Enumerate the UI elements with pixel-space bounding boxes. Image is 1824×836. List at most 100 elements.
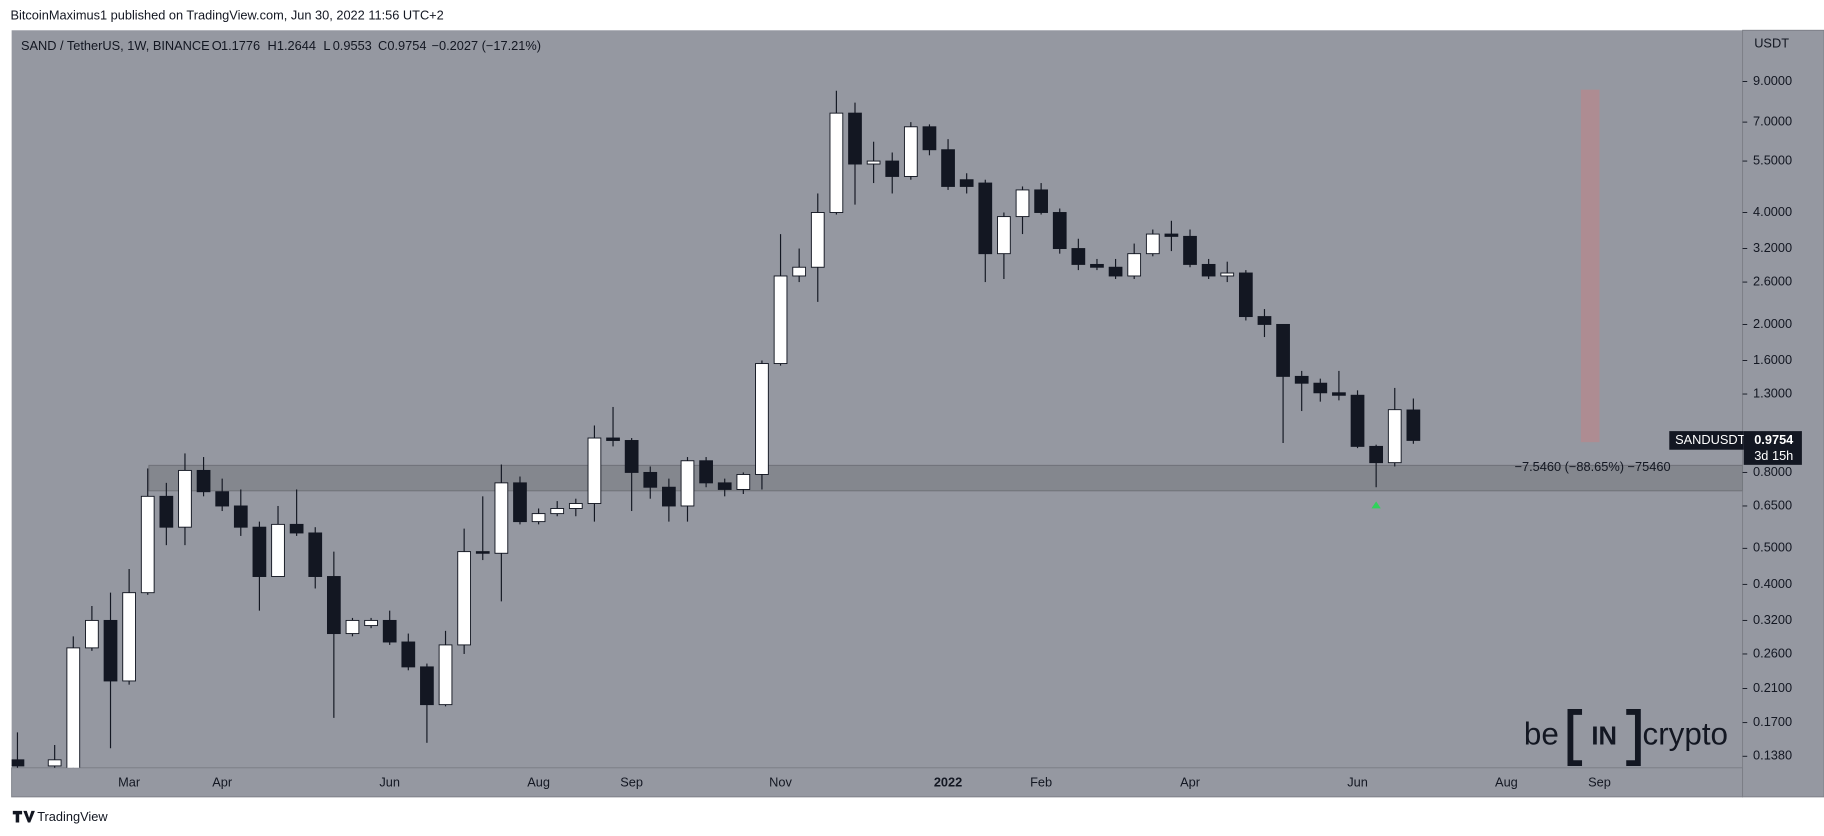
x-tick-label: Jun	[1347, 774, 1368, 789]
candle-body	[531, 513, 546, 523]
candle-body	[1164, 233, 1179, 237]
y-tick-label: 5.5000	[1753, 152, 1792, 167]
x-tick-label: Feb	[1030, 774, 1052, 789]
x-tick-label: 2022	[934, 774, 962, 789]
x-tick-label: Jun	[379, 774, 400, 789]
candle-body	[85, 619, 99, 649]
candle-body	[1183, 235, 1197, 265]
candle-body	[196, 469, 211, 493]
candle-body	[345, 619, 360, 635]
candle-body	[717, 482, 732, 490]
plot-area	[11, 30, 1743, 768]
watermark-in: IN	[1591, 722, 1617, 750]
candle-body	[1052, 212, 1067, 250]
footer-logo	[12, 810, 35, 823]
watermark-be: be	[1524, 717, 1559, 752]
ohlc-value: 0.9553	[333, 38, 372, 53]
y-tick-label: 9.0000	[1753, 73, 1792, 88]
ohlc-letter: H	[268, 38, 277, 53]
candle-body	[271, 523, 285, 577]
candle-body	[922, 126, 937, 151]
y-axis-strip	[1742, 29, 1824, 798]
ohlc-value: 1.2644	[277, 38, 316, 53]
candle-body	[848, 112, 862, 165]
candle-body	[941, 149, 955, 187]
y-tick-label: 1.6000	[1753, 352, 1792, 367]
candle-body	[457, 551, 472, 646]
y-tick-label: 2.0000	[1753, 316, 1792, 331]
measure-label: −7.5460 (−88.65%) −75460	[1515, 459, 1671, 474]
candle-body	[420, 666, 434, 706]
ohlc-letter: L	[323, 38, 330, 53]
measure-range	[1580, 89, 1600, 443]
candle-body	[1276, 323, 1290, 377]
candle-body	[364, 619, 378, 627]
candle-body	[606, 437, 620, 441]
candle-body	[178, 469, 192, 528]
candle-body	[568, 503, 583, 509]
candle-body	[829, 112, 844, 213]
candle-body	[810, 212, 825, 268]
candle-body	[1350, 394, 1365, 447]
candle-body	[47, 759, 62, 767]
candle-body	[1369, 445, 1384, 464]
x-tick-label: Mar	[118, 774, 141, 789]
candle-body	[122, 592, 136, 682]
candle-body	[550, 508, 565, 515]
candle-body	[326, 576, 341, 635]
candle-body	[1238, 272, 1253, 318]
chart-title: SAND / TetherUS, 1W, BINANCE	[21, 38, 210, 53]
y-tick-label: 0.8000	[1753, 464, 1792, 479]
candle-body	[308, 532, 323, 577]
y-tick-label: 3.2000	[1753, 240, 1792, 255]
candle-body	[1034, 189, 1048, 213]
x-axis-strip	[11, 767, 1744, 798]
candle-body	[643, 471, 658, 488]
candle-body	[1406, 409, 1421, 441]
candle-body	[494, 482, 509, 554]
candle-body	[140, 495, 155, 594]
axis-unit: USDT	[1754, 36, 1789, 51]
candle-body	[736, 474, 751, 490]
candle-body	[11, 759, 25, 767]
candle-body	[1201, 263, 1216, 277]
x-tick-label: Nov	[769, 774, 792, 789]
candle-body	[903, 126, 918, 177]
x-tick-label: Sep	[1588, 774, 1611, 789]
publisher-line: BitcoinMaximus1 published on TradingView…	[10, 8, 443, 23]
x-tick-label: Apr	[1180, 774, 1201, 789]
y-tick-label: 7.0000	[1753, 113, 1792, 128]
candle-body	[215, 491, 230, 507]
watermark: be IN crypto	[1524, 709, 1728, 767]
candle-body	[1294, 375, 1309, 384]
x-tick-label: Aug	[1495, 774, 1518, 789]
y-tick-label: 0.1380	[1753, 748, 1792, 763]
ohlc-change: −0.2027 (−17.21%)	[432, 38, 541, 53]
candle-body	[66, 647, 81, 768]
y-tick-label: 0.4000	[1753, 576, 1792, 591]
ohlc-letter: C	[378, 38, 387, 53]
candle-body	[587, 437, 602, 504]
candle-body	[662, 486, 676, 507]
candle-body	[1127, 253, 1142, 277]
candle-body	[252, 526, 267, 577]
candle-body	[773, 275, 788, 365]
candle-body	[885, 160, 900, 177]
candle-body	[959, 179, 974, 187]
candle-body	[1220, 272, 1235, 277]
candle-body	[680, 460, 695, 507]
footer-text: TradingView	[37, 809, 108, 824]
y-tick-label: 0.2600	[1753, 645, 1792, 660]
y-tick-label: 0.5000	[1753, 540, 1792, 555]
candle-body	[103, 619, 118, 682]
candle-body	[755, 363, 769, 475]
x-tick-label: Aug	[527, 774, 550, 789]
candle-body	[624, 440, 639, 473]
candle-body	[997, 216, 1011, 255]
watermark-crypto: crypto	[1643, 717, 1728, 752]
signal-arrow	[1371, 501, 1381, 509]
candle-body	[1015, 189, 1030, 218]
y-tick-label: 0.6500	[1753, 497, 1792, 512]
candle-body	[233, 505, 248, 528]
